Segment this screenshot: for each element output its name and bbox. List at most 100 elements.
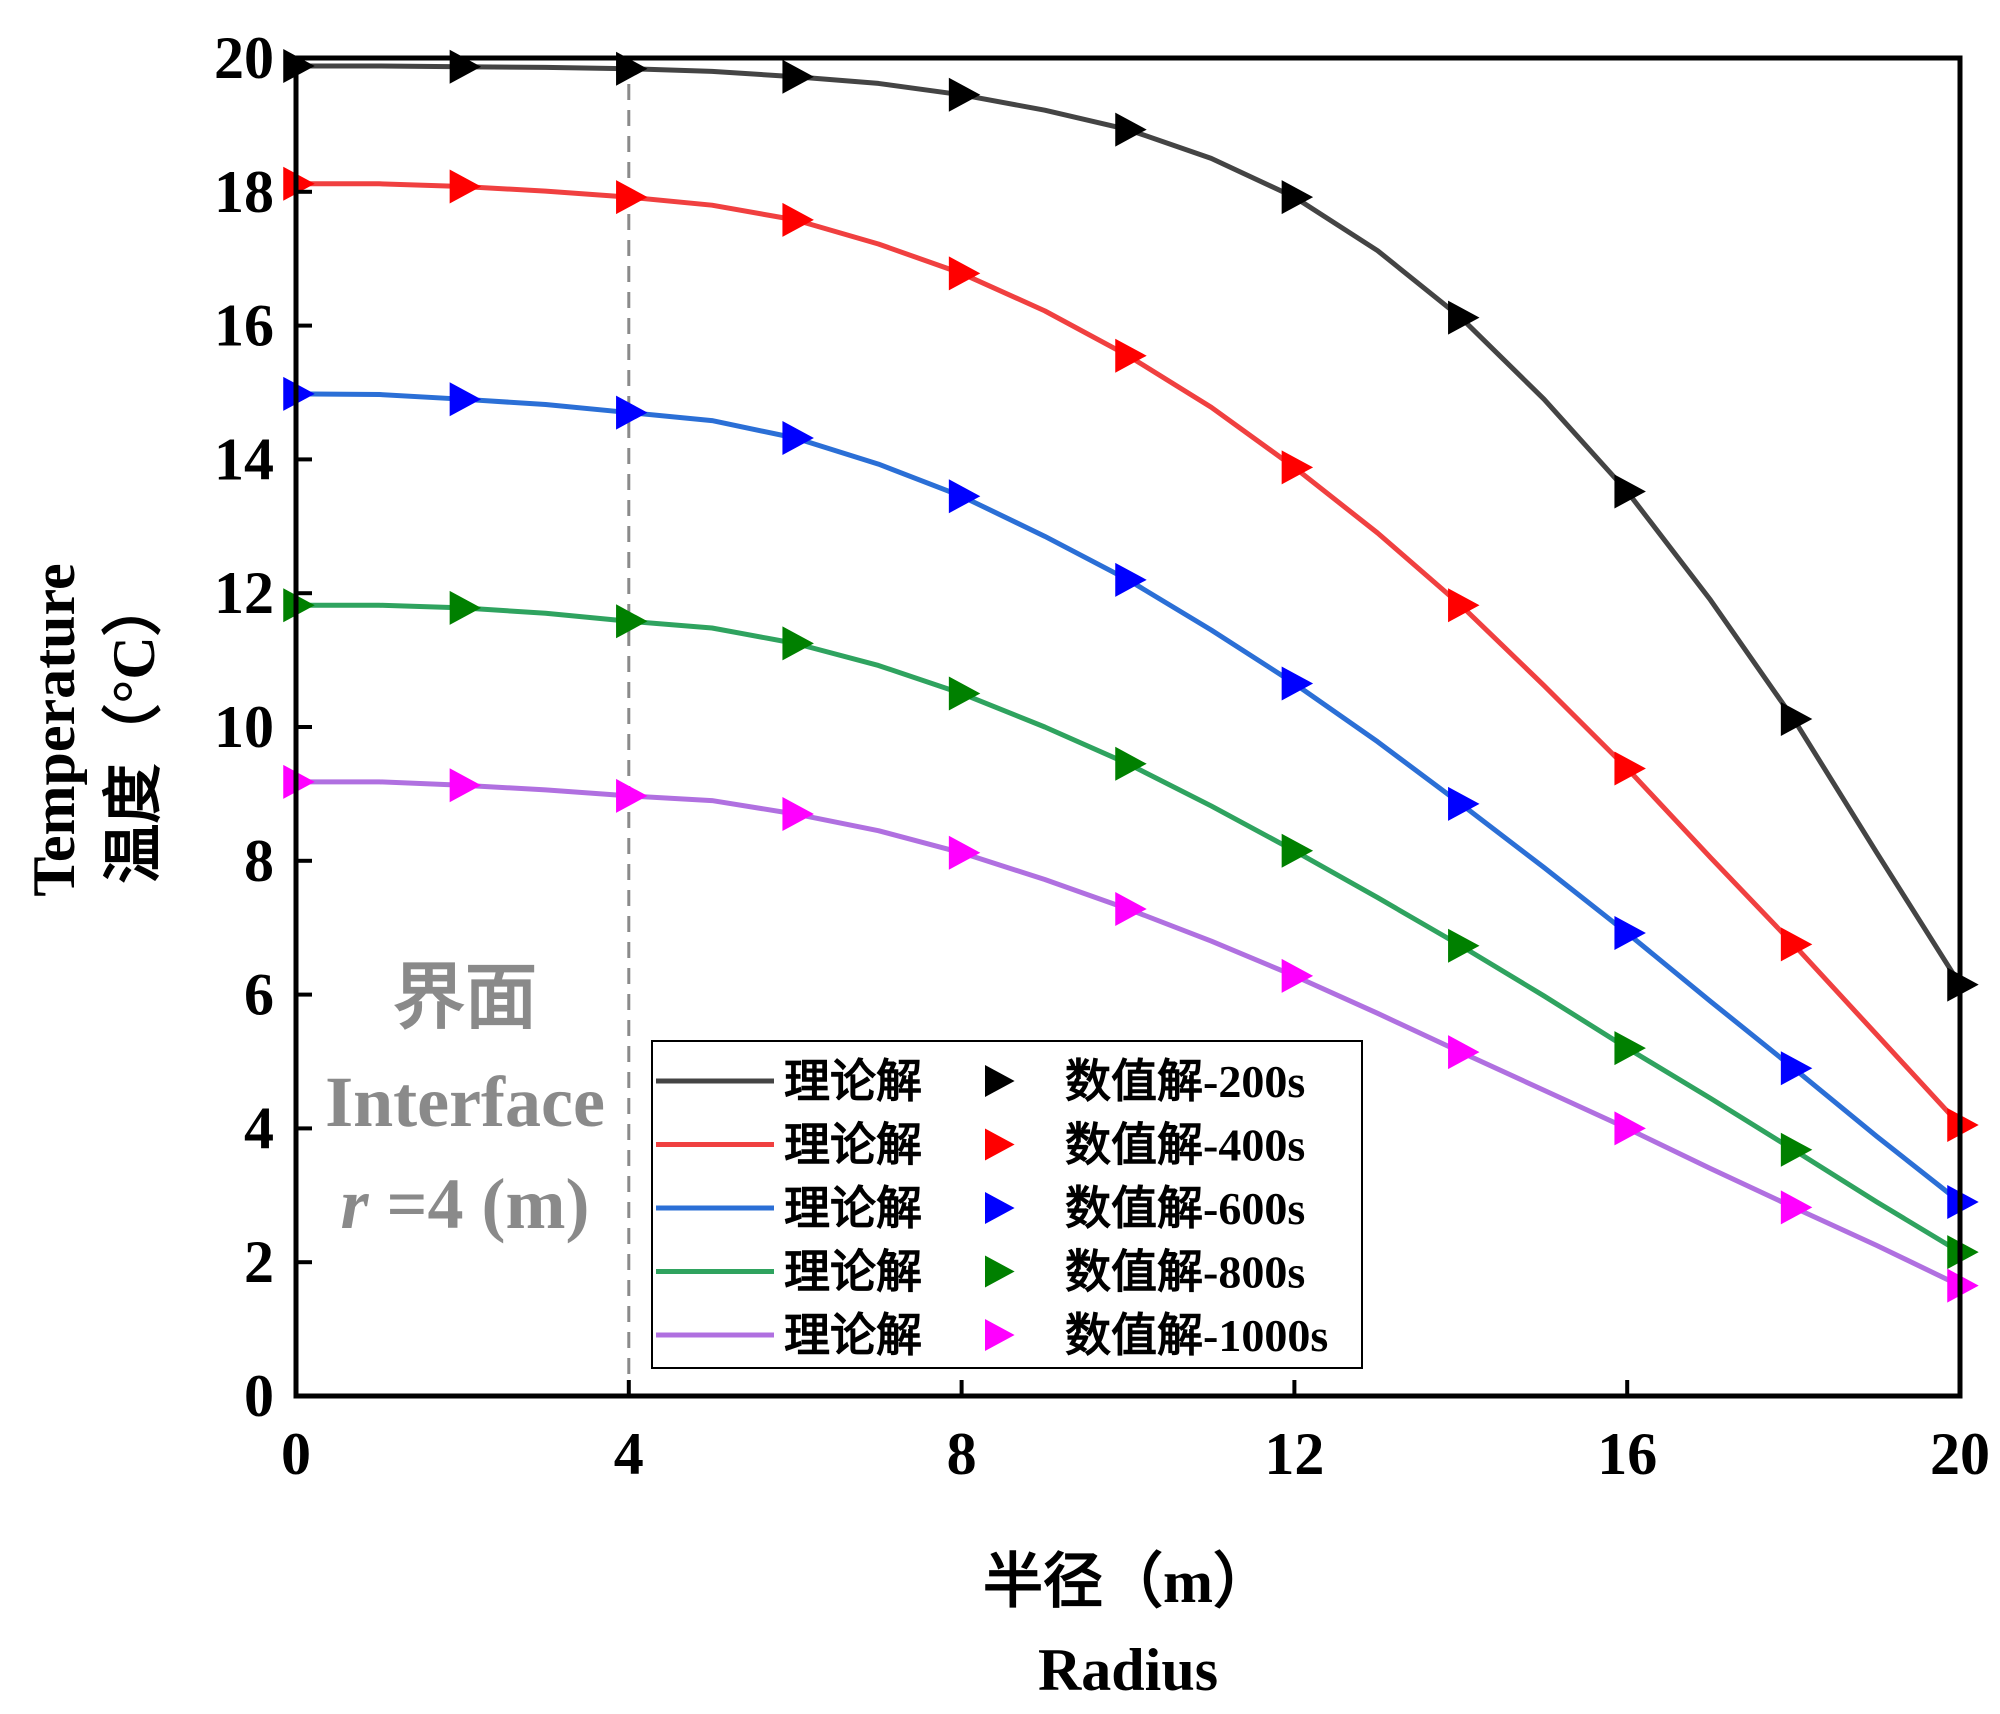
series-5-marker — [283, 764, 315, 799]
series-4-marker — [1281, 833, 1314, 868]
series-1-marker — [1614, 474, 1646, 509]
series-2-marker — [1115, 338, 1147, 373]
y-tick-label: 14 — [214, 426, 274, 492]
interface-radius-var: r — [341, 1164, 370, 1244]
interface-label-cn: 界面 — [393, 958, 537, 1038]
series-2-marker — [948, 256, 981, 291]
series-1-marker — [1281, 180, 1314, 215]
series-4-marker — [948, 676, 981, 711]
series-3-marker — [449, 382, 482, 417]
x-tick-label: 4 — [614, 1421, 644, 1487]
series-3-marker — [1614, 916, 1646, 951]
y-tick-label: 20 — [214, 25, 274, 91]
legend-marker-sample — [985, 1128, 1015, 1161]
x-tick-label: 20 — [1930, 1421, 1990, 1487]
series-5-marker — [616, 778, 648, 813]
series-4-marker — [1115, 746, 1147, 781]
series-4-marker — [1947, 1235, 1979, 1270]
interface-label-en: Interface — [325, 1062, 605, 1142]
y-tick-label: 16 — [214, 293, 274, 359]
series-2-marker — [616, 180, 648, 215]
series-4-marker — [616, 604, 648, 639]
series-1-marker — [449, 49, 482, 84]
legend-line-label: 理论解 — [784, 1247, 922, 1298]
y-tick-label: 8 — [244, 828, 274, 894]
legend-marker-sample — [985, 1192, 1015, 1224]
legend-marker-label: 数值解-1000s — [1065, 1310, 1328, 1361]
y-tick-label: 12 — [214, 560, 274, 626]
y-tick-label: 18 — [214, 159, 274, 225]
series-4-marker — [1448, 928, 1480, 963]
x-axis-title: 半径（m） — [983, 1548, 1273, 1615]
series-3-marker — [1947, 1184, 1979, 1219]
y-axis-title-en: Temperature — [21, 563, 87, 896]
y-tick-label: 2 — [244, 1229, 274, 1295]
series-2-marker — [1780, 927, 1813, 962]
series-5-marker — [1947, 1268, 1979, 1303]
axis-ticks: 0 4 8 12 16 20 0 2 4 6 8 10 12 14 16 18 20 — [214, 25, 1990, 1487]
series-5-marker — [1281, 958, 1314, 993]
series-4-marker — [1780, 1132, 1813, 1167]
interface-radius-value: =4 (m) — [369, 1164, 590, 1244]
y-axis-title: 温度（°C） — [100, 576, 167, 883]
legend-line-label: 理论解 — [784, 1120, 922, 1171]
series-2-marker — [782, 202, 814, 237]
series-1-marker — [1947, 967, 1979, 1002]
y-tick-label: 4 — [244, 1095, 274, 1161]
series-3-marker — [616, 395, 648, 430]
legend-marker-sample — [985, 1319, 1015, 1351]
series-3-marker — [283, 376, 315, 411]
interface-group: 界面 Interface r =4 (m) — [325, 58, 631, 1396]
legend-line-label: 理论解 — [784, 1056, 922, 1107]
series-5-marker — [1448, 1035, 1480, 1070]
series-4-marker — [1614, 1031, 1646, 1066]
legend-line-label: 理论解 — [784, 1310, 922, 1361]
legend-marker-label: 数值解-400s — [1065, 1120, 1305, 1171]
series-5-marker — [1115, 891, 1147, 926]
series-3-marker — [1281, 666, 1314, 701]
series-5-marker — [1614, 1111, 1646, 1146]
series-5-marker — [948, 835, 981, 870]
series-5-marker — [1780, 1190, 1813, 1225]
x-tick-label: 8 — [947, 1421, 977, 1487]
y-tick-label: 6 — [244, 962, 274, 1028]
legend-marker-label: 数值解-600s — [1065, 1183, 1305, 1234]
series-5-marker — [782, 796, 814, 831]
series-3-marker — [782, 420, 814, 455]
series-4-marker — [283, 588, 315, 623]
series-2-marker — [1281, 450, 1314, 485]
series-2-marker — [283, 166, 315, 201]
series-1-marker — [1115, 112, 1147, 147]
legend-marker-sample — [985, 1065, 1015, 1097]
x-tick-label: 12 — [1264, 1421, 1324, 1487]
series-1-marker — [1448, 300, 1480, 335]
series-3-marker — [1448, 786, 1480, 821]
interface-radius-label: r =4 (m) — [341, 1164, 590, 1244]
series-2-marker — [1947, 1108, 1979, 1143]
series-4-marker — [449, 590, 482, 625]
y-tick-label: 0 — [244, 1363, 274, 1429]
series-2-marker — [1448, 588, 1480, 623]
legend-marker-label: 数值解-200s — [1065, 1056, 1305, 1107]
series-3-marker — [1115, 562, 1147, 597]
legend-marker-label: 数值解-800s — [1065, 1247, 1305, 1298]
series-5-marker — [449, 768, 482, 803]
legend-line-label: 理论解 — [784, 1183, 922, 1234]
series-2-marker — [1614, 751, 1646, 786]
series-3-marker — [948, 479, 981, 514]
y-tick-label: 10 — [214, 694, 274, 760]
x-tick-label: 0 — [281, 1421, 311, 1487]
series-1-marker — [1780, 701, 1813, 736]
series-line-2 — [296, 181, 1962, 1127]
x-axis-title-en: Radius — [1038, 1637, 1218, 1703]
series-1-marker — [782, 59, 814, 94]
series-group — [283, 49, 1979, 1303]
series-1-marker — [948, 77, 981, 112]
series-3-marker — [1780, 1051, 1813, 1086]
legend-marker-sample — [985, 1255, 1015, 1288]
series-4-marker — [782, 626, 814, 661]
series-line-1 — [296, 63, 1963, 986]
x-tick-label: 16 — [1597, 1421, 1657, 1487]
